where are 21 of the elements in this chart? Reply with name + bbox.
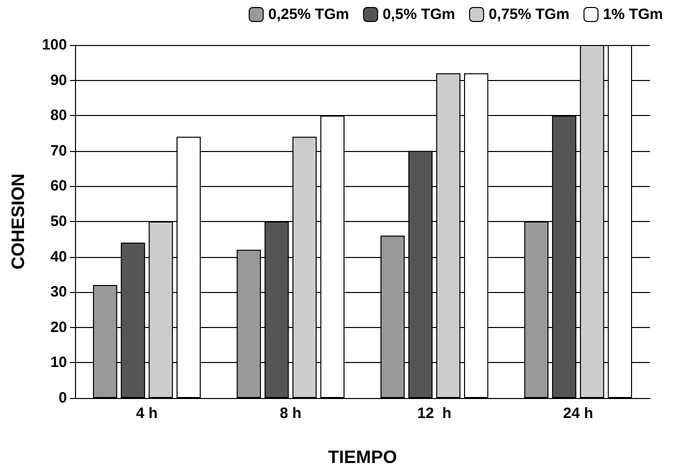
y-tick-label: 0 xyxy=(58,390,67,406)
x-tick-label: 24 h xyxy=(563,405,594,422)
y-tick-label: 20 xyxy=(50,318,67,336)
legend-label: 0,75% TGm xyxy=(488,6,570,23)
x-tick-label: 8 h xyxy=(280,405,302,422)
y-tick-label: 40 xyxy=(50,248,67,266)
y-tick-label: 50 xyxy=(50,213,67,230)
y-tick-label: 100 xyxy=(42,36,67,54)
legend-label: 0,5% TGm xyxy=(382,6,456,23)
legend-label: 0,25% TGm xyxy=(268,6,350,23)
y-tick-label: 30 xyxy=(50,284,67,301)
y-tick-label: 70 xyxy=(50,142,67,160)
x-axis-title: TIEMPO xyxy=(328,447,398,467)
y-tick-label: 90 xyxy=(50,72,67,89)
x-tick-label: 4 h xyxy=(136,405,158,422)
y-tick-label: 10 xyxy=(50,354,67,372)
x-tick-label: 12 h xyxy=(417,405,452,422)
y-tick-label: 80 xyxy=(50,107,67,124)
y-tick-label: 60 xyxy=(50,178,67,195)
legend-label: 1% TGm xyxy=(602,6,663,23)
y-axis-title: COHESION xyxy=(8,173,28,270)
